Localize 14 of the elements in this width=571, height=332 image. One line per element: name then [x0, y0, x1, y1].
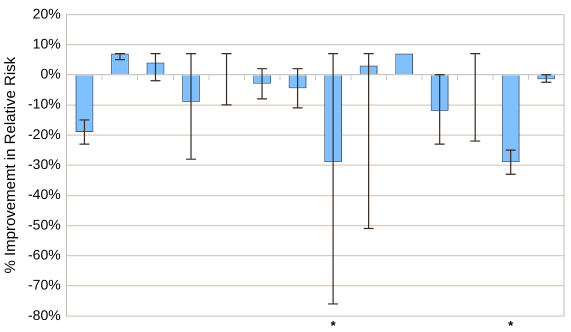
y-tick-label: -10% — [28, 96, 61, 112]
data-label: * — [508, 318, 514, 332]
y-tick-label: 10% — [32, 35, 61, 52]
y-tick-label: 20% — [32, 5, 61, 22]
y-axis-title: % Improvememt in Relative Risk — [2, 56, 20, 274]
data-label: * — [330, 318, 337, 332]
y-tick-label: -50% — [28, 216, 61, 232]
y-tick-label: -70% — [28, 276, 61, 293]
y-tick-label: -80% — [28, 306, 61, 323]
y-tick-label: 0% — [40, 66, 61, 82]
y-tick-label: -20% — [28, 126, 61, 142]
y-tick-label: -30% — [28, 156, 61, 172]
y-tick-label: -40% — [28, 186, 61, 202]
y-tick-label: -60% — [28, 246, 61, 263]
